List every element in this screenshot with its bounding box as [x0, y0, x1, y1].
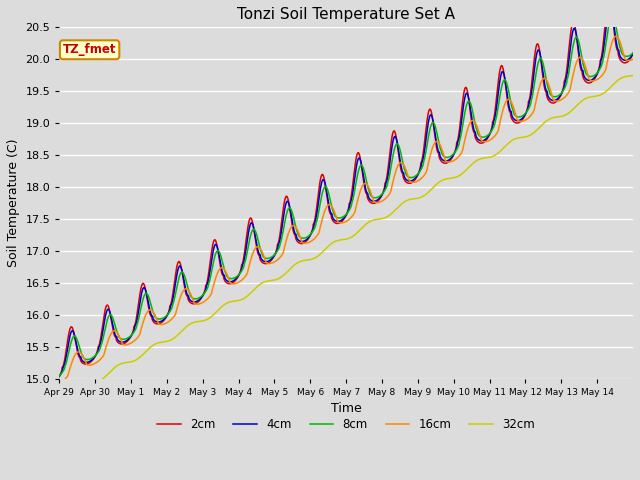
2cm	[556, 94, 564, 100]
8cm	[609, 13, 616, 19]
2cm	[56, 373, 63, 379]
8cm	[155, 316, 163, 322]
4cm	[275, 240, 283, 245]
4cm	[618, 56, 626, 62]
8cm	[629, 50, 637, 56]
4cm	[300, 238, 308, 244]
2cm	[121, 340, 129, 346]
2cm	[300, 240, 308, 246]
32cm	[300, 258, 308, 264]
32cm	[275, 276, 283, 281]
16cm	[56, 381, 63, 386]
Y-axis label: Soil Temperature (C): Soil Temperature (C)	[7, 139, 20, 267]
16cm	[612, 33, 620, 39]
4cm	[629, 50, 637, 56]
8cm	[56, 373, 63, 379]
16cm	[556, 97, 564, 103]
16cm	[155, 321, 163, 327]
Line: 8cm: 8cm	[60, 16, 633, 376]
Legend: 2cm, 4cm, 8cm, 16cm, 32cm: 2cm, 4cm, 8cm, 16cm, 32cm	[152, 414, 540, 436]
Line: 16cm: 16cm	[60, 36, 633, 384]
4cm	[56, 373, 63, 379]
16cm	[618, 45, 626, 51]
16cm	[300, 240, 308, 246]
Title: Tonzi Soil Temperature Set A: Tonzi Soil Temperature Set A	[237, 7, 455, 22]
4cm	[155, 319, 163, 325]
4cm	[606, 4, 614, 10]
32cm	[155, 340, 163, 346]
4cm	[556, 93, 564, 99]
8cm	[275, 244, 283, 250]
Line: 2cm: 2cm	[60, 0, 633, 376]
X-axis label: Time: Time	[331, 402, 362, 415]
16cm	[629, 56, 637, 62]
32cm	[556, 114, 564, 120]
8cm	[121, 336, 129, 342]
Line: 4cm: 4cm	[60, 7, 633, 376]
16cm	[275, 255, 283, 261]
8cm	[300, 235, 308, 241]
2cm	[629, 51, 637, 57]
16cm	[121, 342, 129, 348]
8cm	[556, 92, 564, 97]
32cm	[121, 360, 129, 366]
32cm	[629, 72, 637, 78]
2cm	[605, 0, 613, 3]
2cm	[155, 321, 163, 327]
Text: TZ_fmet: TZ_fmet	[63, 43, 116, 56]
Line: 32cm: 32cm	[60, 75, 633, 403]
32cm	[618, 75, 626, 81]
2cm	[275, 236, 283, 241]
32cm	[56, 400, 63, 406]
4cm	[121, 339, 129, 345]
8cm	[618, 50, 626, 56]
2cm	[618, 59, 626, 65]
